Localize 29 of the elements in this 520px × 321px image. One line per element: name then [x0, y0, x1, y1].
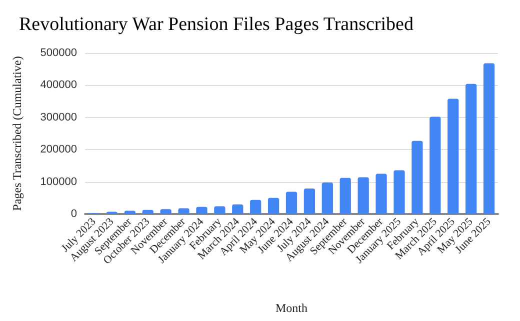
bar — [142, 210, 154, 214]
y-tick-label: 400000 — [40, 79, 77, 92]
bar — [412, 140, 423, 214]
bar — [358, 177, 369, 214]
y-tick-label: 0 — [70, 208, 77, 220]
y-tick-label: 500000 — [40, 47, 77, 59]
bar — [214, 206, 226, 214]
bar — [160, 209, 172, 214]
bar — [268, 198, 280, 214]
bar — [430, 116, 441, 214]
y-tick-label: 200000 — [40, 144, 77, 156]
bar — [394, 170, 405, 214]
bar — [376, 174, 387, 214]
bar — [232, 204, 244, 214]
bar — [178, 208, 190, 214]
bar — [304, 188, 316, 214]
bar — [322, 182, 333, 214]
y-axis-title: Pages Transcribed (Cumulative) — [10, 56, 24, 211]
chart-title: Revolutionary War Pension Files Pages Transcribed — [19, 14, 414, 35]
bar — [448, 98, 459, 214]
x-axis-title: Month — [275, 301, 308, 315]
bar — [286, 192, 298, 214]
bar — [483, 63, 495, 214]
y-tick-label: 100000 — [40, 176, 77, 188]
bar — [466, 84, 477, 214]
y-tick-label: 300000 — [40, 111, 77, 124]
bar — [250, 200, 262, 214]
bar — [196, 206, 208, 214]
bar — [340, 178, 351, 214]
